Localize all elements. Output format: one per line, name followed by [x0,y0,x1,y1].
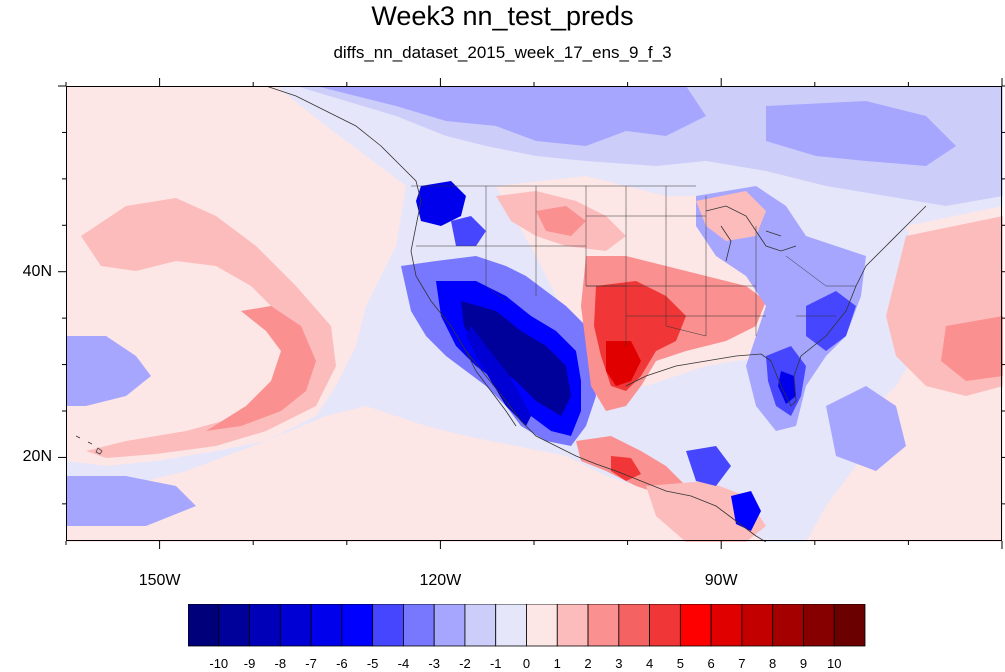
colorbar-label: 9 [799,656,808,671]
anomaly-map [66,86,1003,542]
colorbar-label: -10 [209,656,229,671]
field-northeast-warm [696,191,766,241]
colorbar-label: 5 [676,656,684,671]
field-florida-cold-core [778,371,796,404]
colorbar-cell [649,604,681,647]
colorbar-label: -3 [428,656,440,671]
field-pacific-cold-2 [66,476,196,526]
colorbar-cell [310,604,343,647]
lat-label: 20N [22,448,52,466]
hawaii-islands [75,435,103,455]
colorbar-cell [772,604,804,647]
lon-label: 120W [419,572,462,589]
field-panama-cold [731,491,761,531]
colorbar-label: -1 [489,656,502,671]
colorbar-cell [741,604,774,647]
colorbar-cell [341,604,374,647]
colorbar-cell [618,604,650,647]
lon-label: 150W [138,572,181,589]
field-appalachian-cold [806,291,856,351]
colorbar-label: 8 [769,656,777,671]
field-pnw-cold [416,181,466,226]
field-pacific-cold-1 [66,336,151,406]
lon-label: 90W [704,572,738,589]
colorbar-cell [218,604,250,647]
colorbar-label: -2 [459,656,471,671]
field-pink-south [66,406,766,542]
colorbar-label: -6 [336,656,348,671]
field-caribbean-cold [686,446,731,486]
colorbar-cell [587,604,620,647]
colorbar [188,604,866,647]
coastline-north-america [265,86,767,542]
field-atlantic-cold [826,386,906,471]
field-gulf-california-cold [466,326,531,426]
colorbar-cell [403,604,435,647]
field-mexico-warm-core [611,456,641,481]
colorbar-cell [526,604,558,647]
colorbar-cell [433,604,466,647]
field-pacific-warm-core [206,306,316,431]
coastline-baja [465,350,517,427]
colorbar-cell [803,604,835,647]
colorbar-cell [495,604,527,647]
plot-subtitle: diffs_nn_dataset_2015_week_17_ens_9_f_3 [333,43,672,62]
field-texas-warm-core [606,341,641,386]
field-warm-nebraska [536,206,586,236]
colorbar-label: 1 [553,656,561,671]
colorbar-label: -7 [305,656,317,671]
colorbar-label: 2 [584,656,592,671]
field-blue-canada-east [766,101,956,166]
colorbar-cell [249,604,281,647]
state-borders [411,185,856,346]
colorbar-cell [710,604,743,647]
plot-title: Week3 nn_test_preds [371,1,634,31]
field-blue-north-mid [316,86,706,146]
map-panel [66,86,1003,542]
colorbar-cell [279,604,312,647]
colorbar-cell [188,604,220,647]
colorbar-cell [372,604,404,647]
colorbar-label: 4 [645,656,654,671]
colorbar-label: 6 [707,656,715,671]
colorbar-cell [464,604,497,647]
colorbar-label: -5 [366,656,379,671]
colorbar-label: 3 [615,656,623,671]
field-southwest-cold-core [461,301,571,416]
colorbar-label: -8 [274,656,287,671]
colorbar-label: 7 [738,656,746,671]
lat-label: 40N [22,262,52,280]
colorbar-cell [556,604,589,647]
colorbar-label: -4 [397,656,410,671]
colorbar-cell [679,604,712,647]
colorbar-label: 10 [826,656,842,671]
coastline-gulf [625,205,927,407]
colorbar-label: 0 [522,656,531,671]
field-east-cold [696,186,866,431]
colorbar-cell [833,604,866,647]
field-atlantic-warm-core [941,316,1003,381]
field-pnw-cold-2 [451,216,486,246]
colorbar-label: -9 [243,656,256,671]
